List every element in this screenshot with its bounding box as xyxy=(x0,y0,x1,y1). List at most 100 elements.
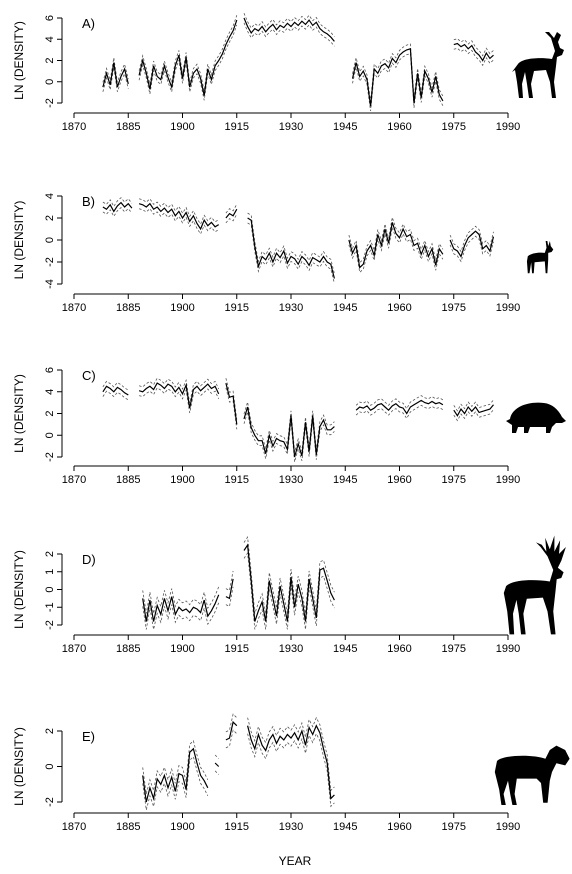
density-series-line xyxy=(138,202,220,231)
y-axis-label: LN (DENSITY) xyxy=(12,727,26,806)
y-tick-label: 2 xyxy=(44,410,56,416)
lower-ci-line xyxy=(355,404,444,420)
density-series-line xyxy=(453,42,494,62)
density-series-line xyxy=(449,230,495,258)
x-tick-label: 1990 xyxy=(496,643,520,655)
density-series-line xyxy=(355,399,444,415)
x-tick-label: 1900 xyxy=(170,302,194,314)
upper-ci-line xyxy=(225,204,238,214)
panel-c: -2 0 2 4 6 1870 1885 1900 1915 1930 1945 1960 1975 19… xyxy=(12,367,566,486)
x-tick-label: 1900 xyxy=(170,121,194,133)
lower-ci-line xyxy=(247,222,335,284)
lower-ci-line xyxy=(214,770,219,775)
upper-ci-line xyxy=(355,395,444,410)
density-series-line xyxy=(348,222,444,269)
y-tick-label: -2 xyxy=(44,797,56,807)
x-tick-label: 1930 xyxy=(279,121,303,133)
density-series-line xyxy=(225,720,238,741)
roe-deer-icon xyxy=(526,241,554,274)
x-tick-label: 1930 xyxy=(279,821,303,833)
upper-ci-line xyxy=(102,380,129,391)
lower-ci-line xyxy=(453,47,494,67)
x-tick-label: 1870 xyxy=(62,474,86,486)
lower-ci-line xyxy=(348,227,444,274)
panels: -2 0 2 4 6 1870 1885 1900 1915 1930 1945 1960 1975 19… xyxy=(12,13,570,833)
x-tick-label: 1990 xyxy=(496,121,520,133)
y-tick-label: -2 xyxy=(44,452,56,462)
x-tick-label: 1915 xyxy=(225,643,249,655)
y-tick-label: 6 xyxy=(44,367,56,373)
panel-letter: D) xyxy=(82,552,96,567)
density-series-line xyxy=(214,762,220,767)
density-series-line xyxy=(102,62,129,88)
x-tick-label: 1915 xyxy=(225,821,249,833)
panel-letter: A) xyxy=(82,16,95,31)
lower-ci-line xyxy=(142,602,220,630)
y-axis-label: LN (DENSITY) xyxy=(12,550,26,629)
density-series-line xyxy=(243,17,335,42)
y-tick-label: 0 xyxy=(44,763,56,769)
lower-ci-line xyxy=(102,390,129,401)
y-tick-label: 4 xyxy=(44,389,56,395)
x-tick-label: 1930 xyxy=(279,302,303,314)
lower-ci-line xyxy=(142,755,209,811)
x-tick-label: 1870 xyxy=(62,302,86,314)
upper-ci-line xyxy=(142,586,220,614)
x-tick-label: 1870 xyxy=(62,121,86,133)
y-tick-label: 2 xyxy=(44,728,56,734)
lower-ci-line xyxy=(225,387,238,430)
x-tick-label: 1900 xyxy=(170,474,194,486)
lower-ci-line xyxy=(225,729,238,749)
y-tick-label: 4 xyxy=(44,193,56,199)
density-series-line xyxy=(138,19,238,96)
density-series-line xyxy=(225,578,234,600)
y-axis-label: LN (DENSITY) xyxy=(12,21,26,100)
x-tick-label: 1885 xyxy=(116,821,140,833)
y-tick-label: 1 xyxy=(44,569,56,575)
x-tick-label: 1885 xyxy=(116,121,140,133)
x-tick-label: 1990 xyxy=(496,302,520,314)
upper-ci-line xyxy=(214,754,219,759)
density-series-line xyxy=(453,404,494,417)
x-tick-label: 1945 xyxy=(333,121,357,133)
density-series-line xyxy=(243,406,335,458)
x-tick-label: 1975 xyxy=(442,643,466,655)
x-tick-label: 1975 xyxy=(442,821,466,833)
upper-ci-line xyxy=(247,716,335,792)
fallow-deer-icon xyxy=(512,32,564,98)
upper-ci-line xyxy=(348,217,444,264)
x-tick-label: 1960 xyxy=(387,302,411,314)
x-tick-label: 1900 xyxy=(170,821,194,833)
x-tick-label: 1915 xyxy=(225,474,249,486)
lower-ci-line xyxy=(243,411,335,463)
upper-ci-line xyxy=(102,57,129,83)
lower-ci-line xyxy=(225,586,234,607)
lower-ci-line xyxy=(243,551,335,630)
upper-ci-line xyxy=(225,378,238,420)
y-axis-label: LN (DENSITY) xyxy=(12,201,26,280)
lower-ci-line xyxy=(243,22,335,47)
x-tick-label: 1870 xyxy=(62,821,86,833)
y-tick-label: 6 xyxy=(44,15,56,21)
x-tick-label: 1945 xyxy=(333,643,357,655)
y-tick-label: 2 xyxy=(44,551,56,557)
y-axis-label: LN (DENSITY) xyxy=(12,374,26,453)
upper-ci-line xyxy=(225,570,234,591)
upper-ci-line xyxy=(225,713,238,733)
y-tick-label: 0 xyxy=(44,237,56,243)
upper-ci-line xyxy=(243,13,335,37)
y-tick-label: -1 xyxy=(44,602,56,612)
x-tick-label: 1900 xyxy=(170,643,194,655)
red-deer-icon xyxy=(503,535,566,635)
x-tick-label: 1975 xyxy=(442,121,466,133)
x-tick-label: 1960 xyxy=(387,474,411,486)
upper-ci-line xyxy=(138,377,220,404)
x-tick-label: 1915 xyxy=(225,302,249,314)
lower-ci-line xyxy=(138,387,220,414)
density-series-line xyxy=(138,382,220,409)
density-series-line xyxy=(225,208,238,219)
x-tick-label: 1975 xyxy=(442,302,466,314)
y-tick-label: 4 xyxy=(44,36,56,42)
y-tick-label: 0 xyxy=(44,79,56,85)
